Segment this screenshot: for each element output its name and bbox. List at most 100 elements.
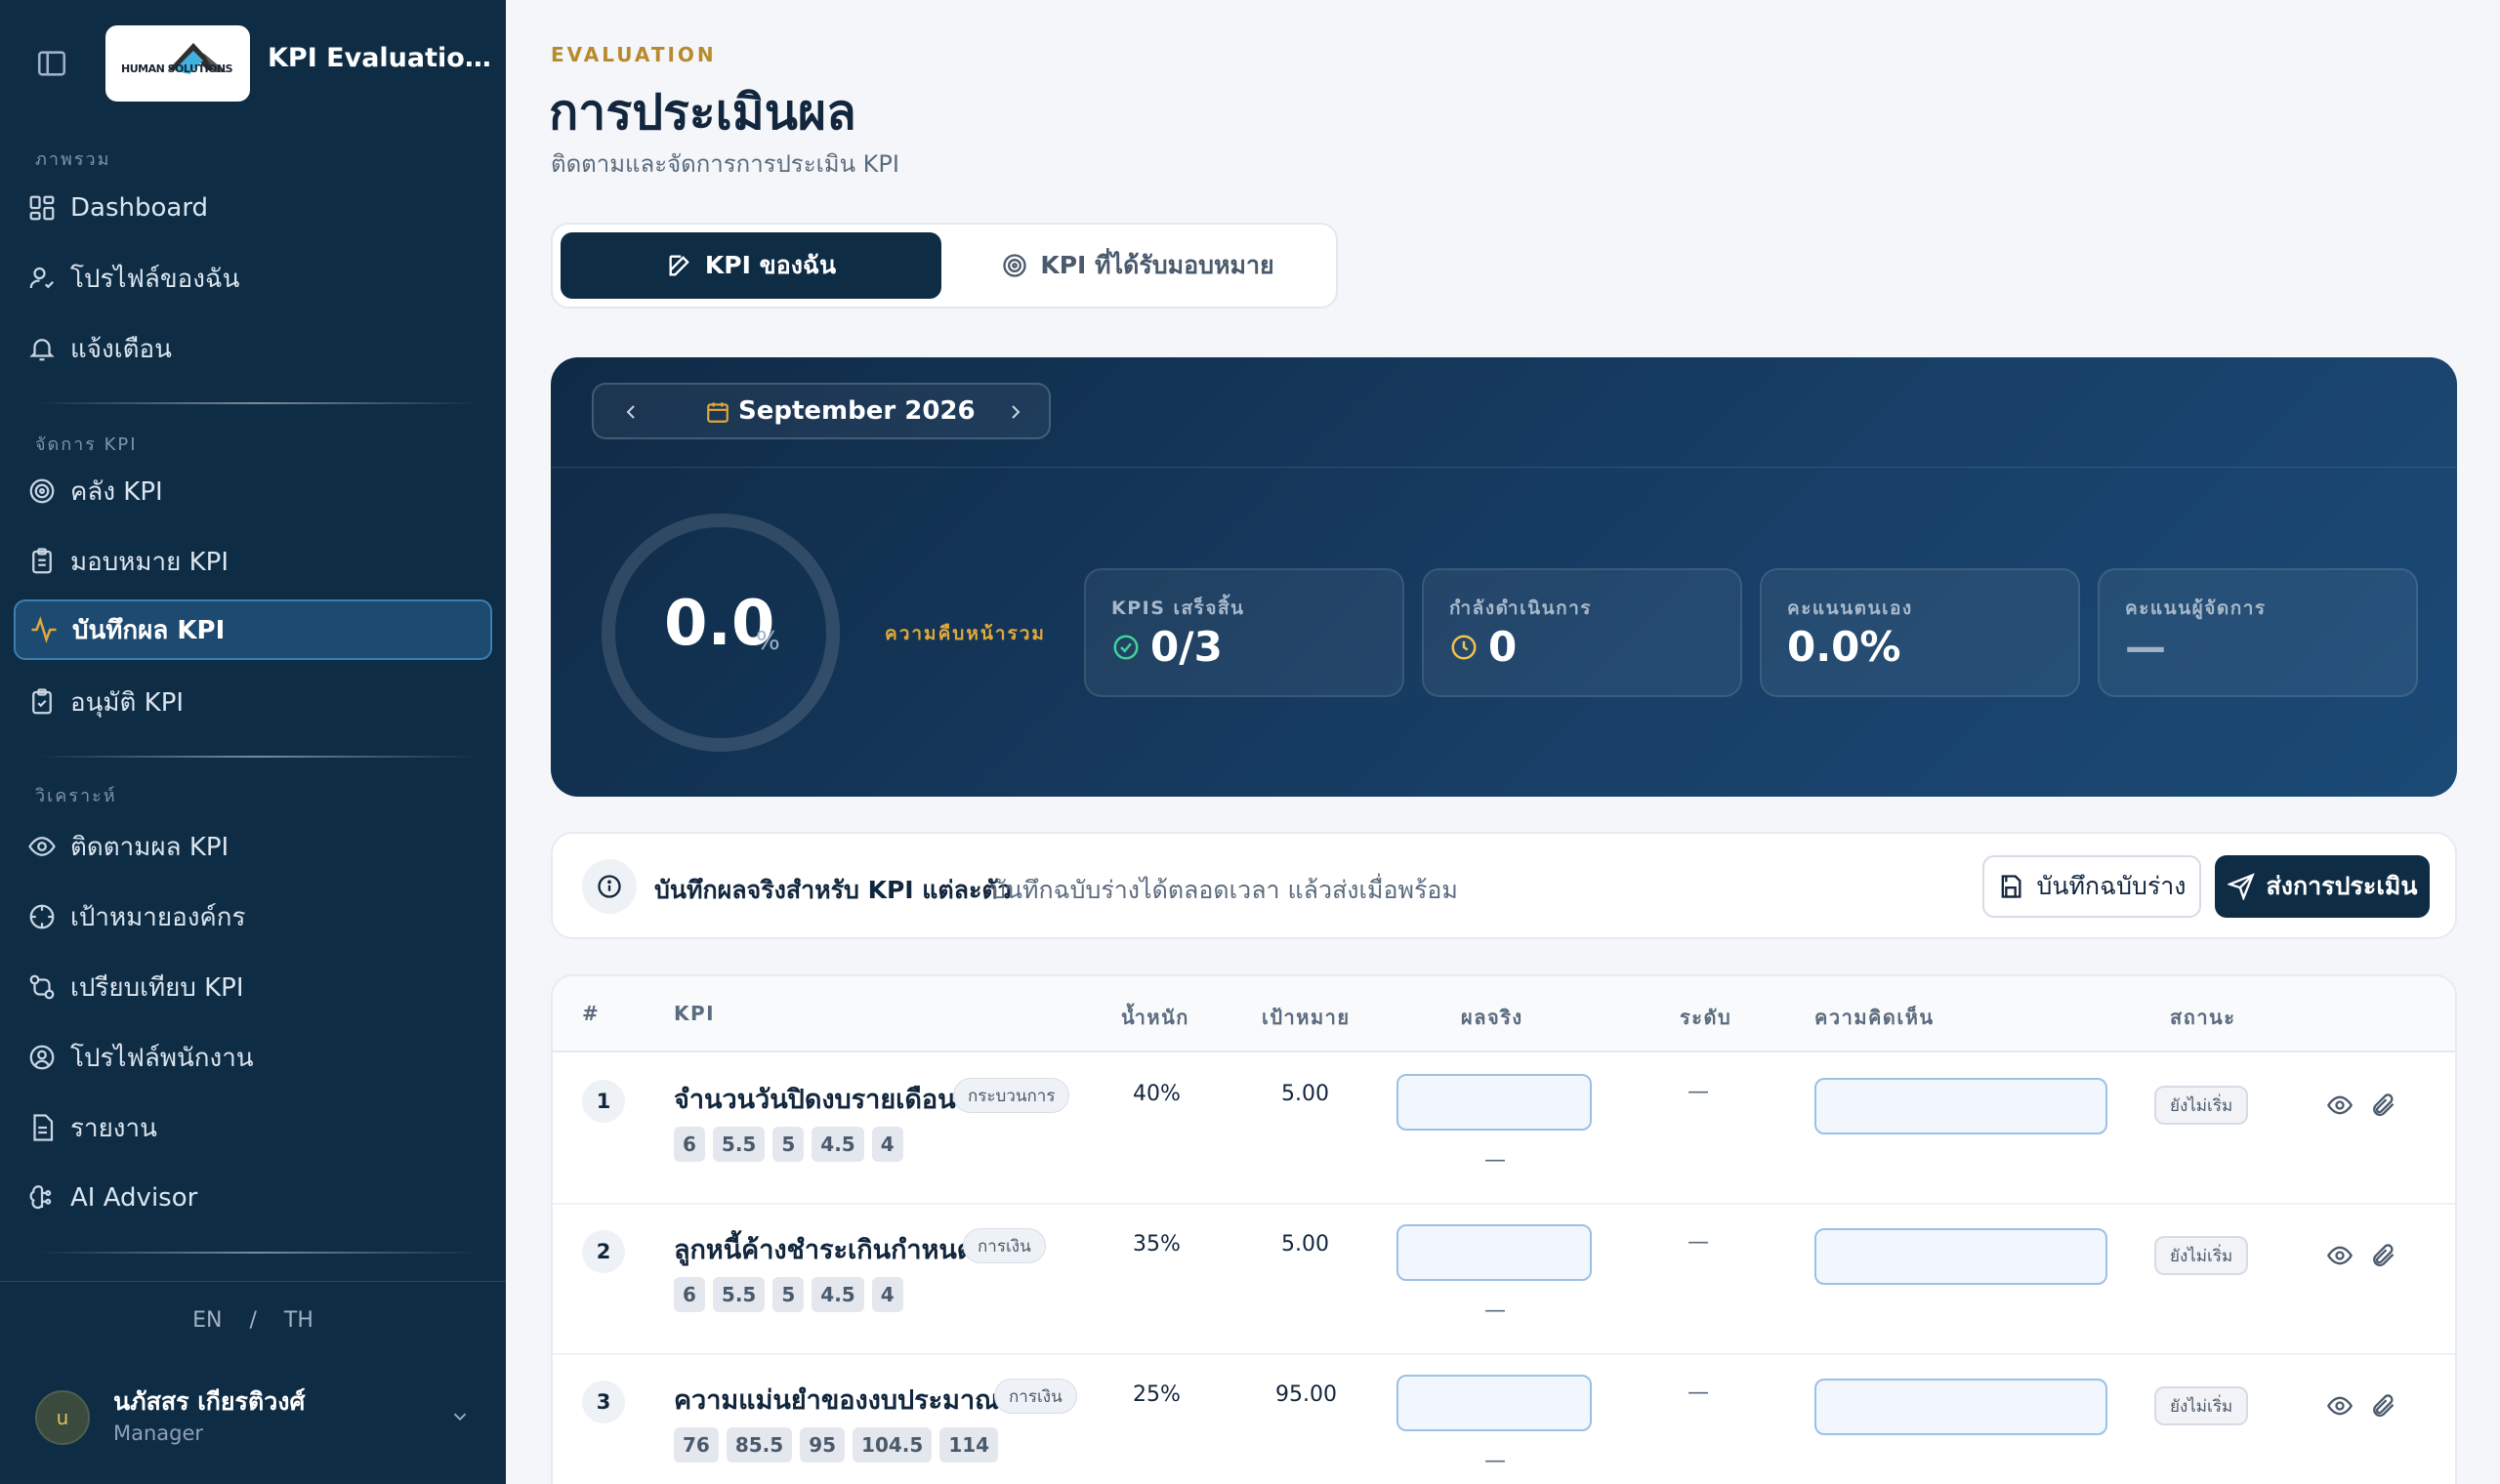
- sidebar-toggle-icon[interactable]: [35, 47, 68, 80]
- table-row: 1 จำนวนวันปิดงบรายเดือน กระบวนการ 6 5.5 …: [553, 1054, 2455, 1205]
- sidebar-item-compare-kpi[interactable]: เปรียบเทียบ KPI: [14, 957, 492, 1017]
- sidebar-item-approve-kpi[interactable]: อนุมัติ KPI: [14, 672, 492, 732]
- actual-input[interactable]: [1396, 1224, 1592, 1281]
- brain-icon: [29, 1185, 52, 1210]
- lang-th-button[interactable]: TH: [283, 1308, 313, 1333]
- section-label-manage-kpi: จัดการ KPI: [35, 434, 138, 455]
- info-icon-wrap: [582, 859, 637, 914]
- paperclip-icon[interactable]: [2369, 1392, 2396, 1420]
- crosshair-icon: [29, 904, 55, 929]
- summary-divider: [551, 467, 2457, 468]
- button-label: บันทึกฉบับร่าง: [2036, 872, 2187, 900]
- table-row: 3 ความแม่นยำของงบประมาณ การเงิน 76 85.5 …: [553, 1355, 2455, 1484]
- col-header-kpi: KPI: [674, 1002, 716, 1025]
- actual-input[interactable]: [1396, 1375, 1592, 1431]
- sidebar-item-label: ติดตามผล KPI: [70, 832, 229, 862]
- sidebar-item-label: AI Advisor: [70, 1183, 198, 1213]
- edit-icon: [669, 255, 689, 276]
- chevron-down-icon[interactable]: [449, 1406, 471, 1427]
- target-icon: [29, 478, 55, 504]
- sidebar-divider: [35, 756, 480, 758]
- sidebar-item-record-kpi[interactable]: บันทึกผล KPI: [14, 599, 492, 660]
- col-header-comment: ความคิดเห็น: [1814, 1006, 1935, 1029]
- file-icon: [33, 1114, 54, 1141]
- stat-value: —: [2125, 623, 2166, 671]
- level-chips: 6 5.5 5 4.5 4: [674, 1277, 903, 1312]
- sidebar-item-reports[interactable]: รายงาน: [14, 1097, 492, 1158]
- kpi-name: จำนวนวันปิดงบรายเดือน: [674, 1085, 956, 1115]
- chevron-right-icon[interactable]: [1004, 400, 1027, 424]
- weight-value: 25%: [1133, 1382, 1181, 1407]
- stat-value-text: 0.0%: [1787, 623, 1901, 671]
- tab-my-kpi[interactable]: KPI ของฉัน: [561, 232, 941, 299]
- table-header: # KPI น้ำหนัก เป้าหมาย ผลจริง ระดับ ความ…: [553, 976, 2455, 1052]
- page-eyebrow: EVALUATION: [551, 43, 717, 66]
- submit-evaluation-button[interactable]: ส่งการประเมิน: [2215, 855, 2430, 918]
- level-value: —: [1688, 1381, 1709, 1405]
- level-chip: 4: [871, 1127, 903, 1162]
- comment-input[interactable]: [1814, 1379, 2107, 1435]
- stat-card-completed: KPIS เสร็จสิ้น 0/3: [1084, 568, 1404, 697]
- sidebar-item-dashboard[interactable]: Dashboard: [14, 178, 492, 238]
- sidebar-item-employee-profile[interactable]: โปรไฟล์พนักงาน: [14, 1027, 492, 1088]
- user-icon: [29, 267, 55, 289]
- level-chip: 114: [939, 1427, 999, 1463]
- col-header-weight: น้ำหนัก: [1121, 1006, 1189, 1029]
- sidebar-item-kpi-library[interactable]: คลัง KPI: [14, 461, 492, 521]
- stat-value-text: 0: [1488, 623, 1518, 671]
- month-navigator: September 2026: [592, 383, 1051, 439]
- level-chip: 85.5: [726, 1427, 793, 1463]
- avatar[interactable]: u: [35, 1390, 90, 1445]
- lang-en-button[interactable]: EN: [192, 1308, 223, 1333]
- stat-card-manager-score: คะแนนผู้จัดการ —: [2098, 568, 2418, 697]
- eye-icon[interactable]: [2326, 1392, 2354, 1420]
- sidebar-item-label: แจ้งเตือน: [70, 334, 172, 364]
- tab-label: KPI ของฉัน: [704, 251, 837, 279]
- tab-bar: KPI ของฉัน KPI ที่ได้รับมอบหมาย: [551, 223, 1338, 309]
- sidebar-item-label: บันทึกผล KPI: [72, 615, 226, 645]
- stat-card-self-score: คะแนนตนเอง 0.0%: [1760, 568, 2080, 697]
- sidebar-item-label: เปรียบเทียบ KPI: [70, 972, 244, 1003]
- level-chip: 95: [800, 1427, 846, 1463]
- stat-value-text: —: [2125, 623, 2166, 671]
- button-label: ส่งการประเมิน: [2266, 872, 2418, 900]
- weight-value: 35%: [1133, 1232, 1181, 1257]
- row-number: 3: [582, 1381, 625, 1423]
- level-chip: 104.5: [853, 1427, 933, 1463]
- sidebar-item-assign-kpi[interactable]: มอบหมาย KPI: [14, 531, 492, 592]
- kpi-name: ความแม่นยำของงบประมาณ: [674, 1385, 1000, 1416]
- eye-icon[interactable]: [2326, 1092, 2354, 1119]
- paperclip-icon[interactable]: [2369, 1092, 2396, 1119]
- save-draft-button[interactable]: บันทึกฉบับร่าง: [1982, 855, 2201, 918]
- eye-icon[interactable]: [2326, 1242, 2354, 1269]
- progress-label: ความคืบหน้ารวม: [885, 623, 1046, 644]
- sidebar-item-ai-advisor[interactable]: AI Advisor: [14, 1168, 492, 1228]
- row-number: 1: [582, 1080, 625, 1123]
- actual-sub: —: [1484, 1148, 1506, 1173]
- stat-label: คะแนนตนเอง: [1787, 598, 1913, 619]
- col-header-num: #: [582, 1002, 601, 1025]
- sidebar-item-label: เป้าหมายองค์กร: [70, 902, 246, 932]
- actual-input[interactable]: [1396, 1074, 1592, 1131]
- level-chip: 6: [674, 1277, 705, 1312]
- paperclip-icon[interactable]: [2369, 1242, 2396, 1269]
- tab-assigned-kpi[interactable]: KPI ที่ได้รับมอบหมาย: [947, 232, 1328, 299]
- comment-input[interactable]: [1814, 1078, 2107, 1134]
- sidebar-item-my-profile[interactable]: โปรไฟล์ของฉัน: [14, 248, 492, 309]
- level-chip: 5.5: [712, 1127, 766, 1162]
- user-name: นภัสสร เกียรติวงศ์: [113, 1387, 306, 1416]
- eye-icon: [28, 837, 56, 856]
- comment-input[interactable]: [1814, 1228, 2107, 1285]
- chevron-left-icon[interactable]: [619, 400, 643, 424]
- sidebar-item-org-goals[interactable]: เป้าหมายองค์กร: [14, 886, 492, 947]
- level-chip: 4: [871, 1277, 903, 1312]
- month-label[interactable]: September 2026: [738, 396, 976, 426]
- stat-value: 0: [1449, 623, 1517, 671]
- status-badge: ยังไม่เริ่ม: [2154, 1086, 2249, 1125]
- sidebar-item-label: อนุมัติ KPI: [70, 687, 185, 718]
- level-chip: 4.5: [812, 1127, 864, 1162]
- sidebar-divider: [35, 402, 480, 404]
- sidebar-item-track-kpi[interactable]: ติดตามผล KPI: [14, 816, 492, 877]
- level-value: —: [1688, 1230, 1709, 1255]
- sidebar-item-notifications[interactable]: แจ้งเตือน: [14, 318, 492, 379]
